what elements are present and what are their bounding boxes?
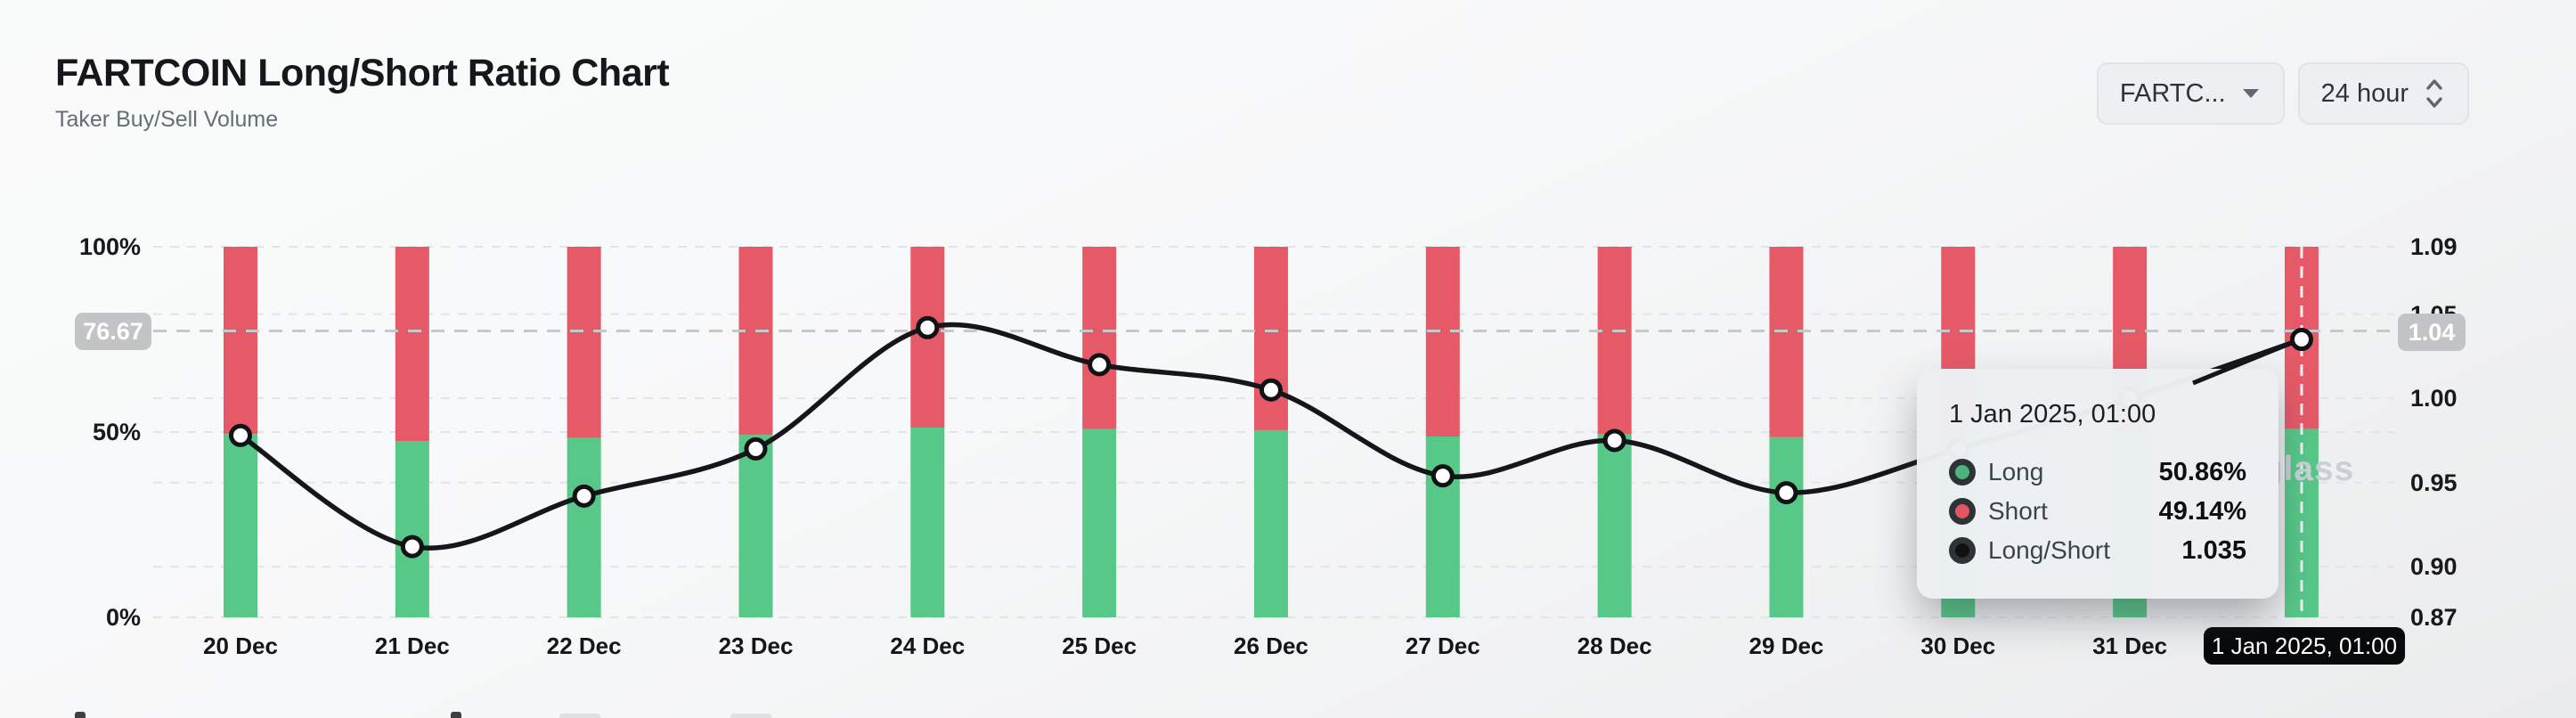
long-bar-segment[interactable] [567,437,601,617]
series-marker-icon [1949,459,1976,485]
long-bar-segment[interactable] [1597,434,1632,617]
long-bar-segment[interactable] [224,434,257,617]
series-marker-icon [1949,498,1976,525]
line-point [572,484,596,508]
caret-down-icon [2240,86,2262,101]
line-point [229,423,252,447]
right-axis-tick: 0.95 [2410,469,2458,496]
short-bar-segment[interactable] [395,247,429,441]
line-point [400,534,424,559]
short-bar-segment[interactable] [567,247,601,438]
x-axis-tick: 23 Dec [718,632,794,659]
x-axis-tick: 20 Dec [203,632,278,659]
x-axis-tick: 30 Dec [1920,632,1996,659]
short-bar-segment[interactable] [1769,247,1804,437]
crosshair-y-right-badge: 1.04 [2398,314,2466,351]
right-axis-tick: 0.87 [2410,604,2458,631]
tooltip-series-label: Short [1988,497,2048,525]
tooltip-row: Long 50.86% [1949,458,2246,486]
tooltip-series-value: 1.035 [2181,535,2246,565]
right-axis-tick: 0.90 [2410,553,2458,581]
page-title: FARTCOIN Long/Short Ratio Chart [55,52,670,94]
tooltip-row: Long/Short 1.035 [1949,536,2246,565]
x-axis-tick: 28 Dec [1577,632,1652,659]
tooltip-series-label: Long/Short [1988,536,2110,564]
tooltip-series-label: Long [1988,458,2044,485]
long-bar-segment[interactable] [395,440,429,617]
crosshair-x-badge: 1 Jan 2025, 01:00 [2204,627,2405,665]
long-bar-segment[interactable] [1425,436,1460,617]
pair-select[interactable]: FARTC... [2096,62,2285,125]
x-axis-tick: 29 Dec [1749,632,1824,659]
line-point [916,315,940,339]
line-point [1602,428,1626,453]
pair-select-label: FARTC... [2119,78,2226,108]
line-point [744,437,768,461]
cutoff-element [451,712,461,718]
x-axis-tick: 22 Dec [546,632,622,659]
line-point [1088,353,1112,377]
right-axis-tick: 1.00 [2410,385,2458,412]
x-axis-tick: 21 Dec [374,632,450,659]
short-bar-segment[interactable] [738,247,773,436]
short-bar-segment[interactable] [1597,247,1632,435]
x-axis-tick: 27 Dec [1405,632,1480,659]
left-axis-tick: 100% [78,233,141,260]
short-bar-segment[interactable] [1253,247,1288,430]
crosshair-y-left-badge: 76.67 [75,313,151,350]
long-bar-segment[interactable] [1082,428,1117,617]
tooltip-series-value: 49.14% [2158,496,2246,526]
chart-tooltip: 1 Jan 2025, 01:00 Long 50.86% Short 49.14% L… [1917,369,2278,599]
short-bar-segment[interactable] [1082,247,1117,429]
right-axis-tick: 1.09 [2410,233,2458,260]
line-point [1431,464,1455,488]
long-bar-segment[interactable] [1253,429,1288,617]
left-axis-tick: 50% [92,419,141,445]
long-bar-segment[interactable] [910,428,945,617]
x-axis-tick: 26 Dec [1234,632,1308,659]
long-bar-segment[interactable] [1769,437,1804,617]
chart-controls: FARTC... 24 hour [2096,62,2469,125]
x-axis-tick: 31 Dec [2092,632,2168,659]
cutoff-element [559,714,600,718]
tooltip-title: 1 Jan 2025, 01:00 [1949,400,2156,428]
long-bar-segment[interactable] [738,435,773,617]
tooltip-series-value: 50.86% [2158,457,2246,486]
page-subtitle: Taker Buy/Sell Volume [55,107,279,132]
left-axis-tick: 0% [105,604,141,631]
short-bar-segment[interactable] [1425,247,1460,437]
cutoff-element [730,714,771,718]
interval-select-label: 24 hour [2320,78,2409,108]
line-point [1774,481,1798,505]
line-point [1259,378,1283,402]
interval-select[interactable]: 24 hour [2297,62,2469,125]
tooltip-row: Short 49.14% [1949,497,2246,526]
x-axis-tick: 24 Dec [890,632,966,659]
x-axis-tick: 25 Dec [1062,632,1137,659]
line-point [2289,328,2313,351]
unfold-more-icon [2423,77,2446,110]
cutoff-element [75,712,86,718]
series-marker-icon [1949,537,1976,564]
short-bar-segment[interactable] [224,247,257,435]
